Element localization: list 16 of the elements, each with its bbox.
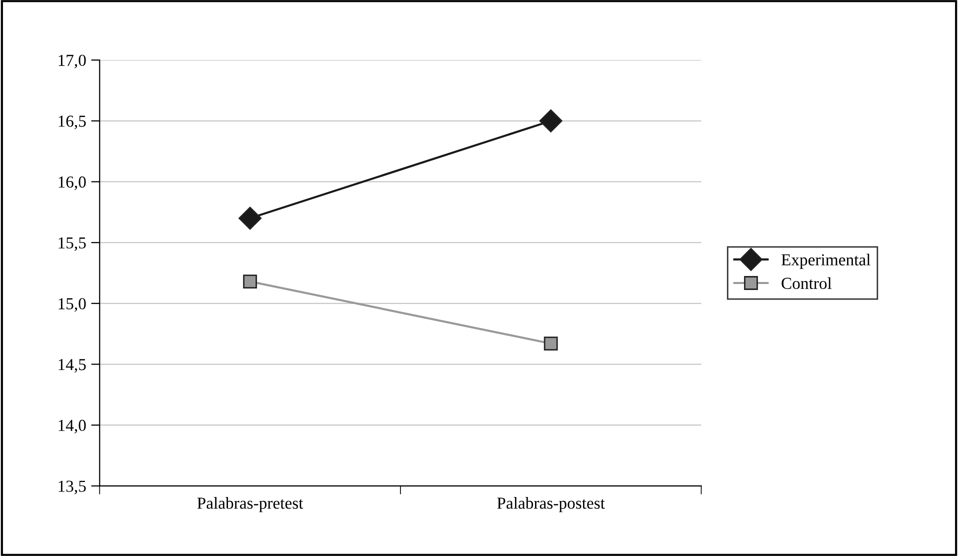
y-tick-label: 15,5 xyxy=(58,237,86,251)
y-tick-label: 13,5 xyxy=(58,480,86,494)
y-tick-label: 16,0 xyxy=(58,176,86,190)
y-tick-label: 14,0 xyxy=(58,420,86,434)
point xyxy=(544,336,558,351)
point xyxy=(243,274,257,288)
x-tick-label: Palabras-pretest xyxy=(197,497,304,512)
y-tick-label: 14,5 xyxy=(58,359,86,373)
point xyxy=(238,206,262,230)
y-tick-label: 16,5 xyxy=(58,116,86,130)
y-tick-label: 15,0 xyxy=(58,298,86,312)
point xyxy=(539,109,562,132)
legend-label: Experimental xyxy=(781,254,870,269)
legend-label: Control xyxy=(782,277,832,289)
y-tick-label: 17,0 xyxy=(58,54,86,68)
x-tick-label: Palabras-postest xyxy=(497,497,605,512)
